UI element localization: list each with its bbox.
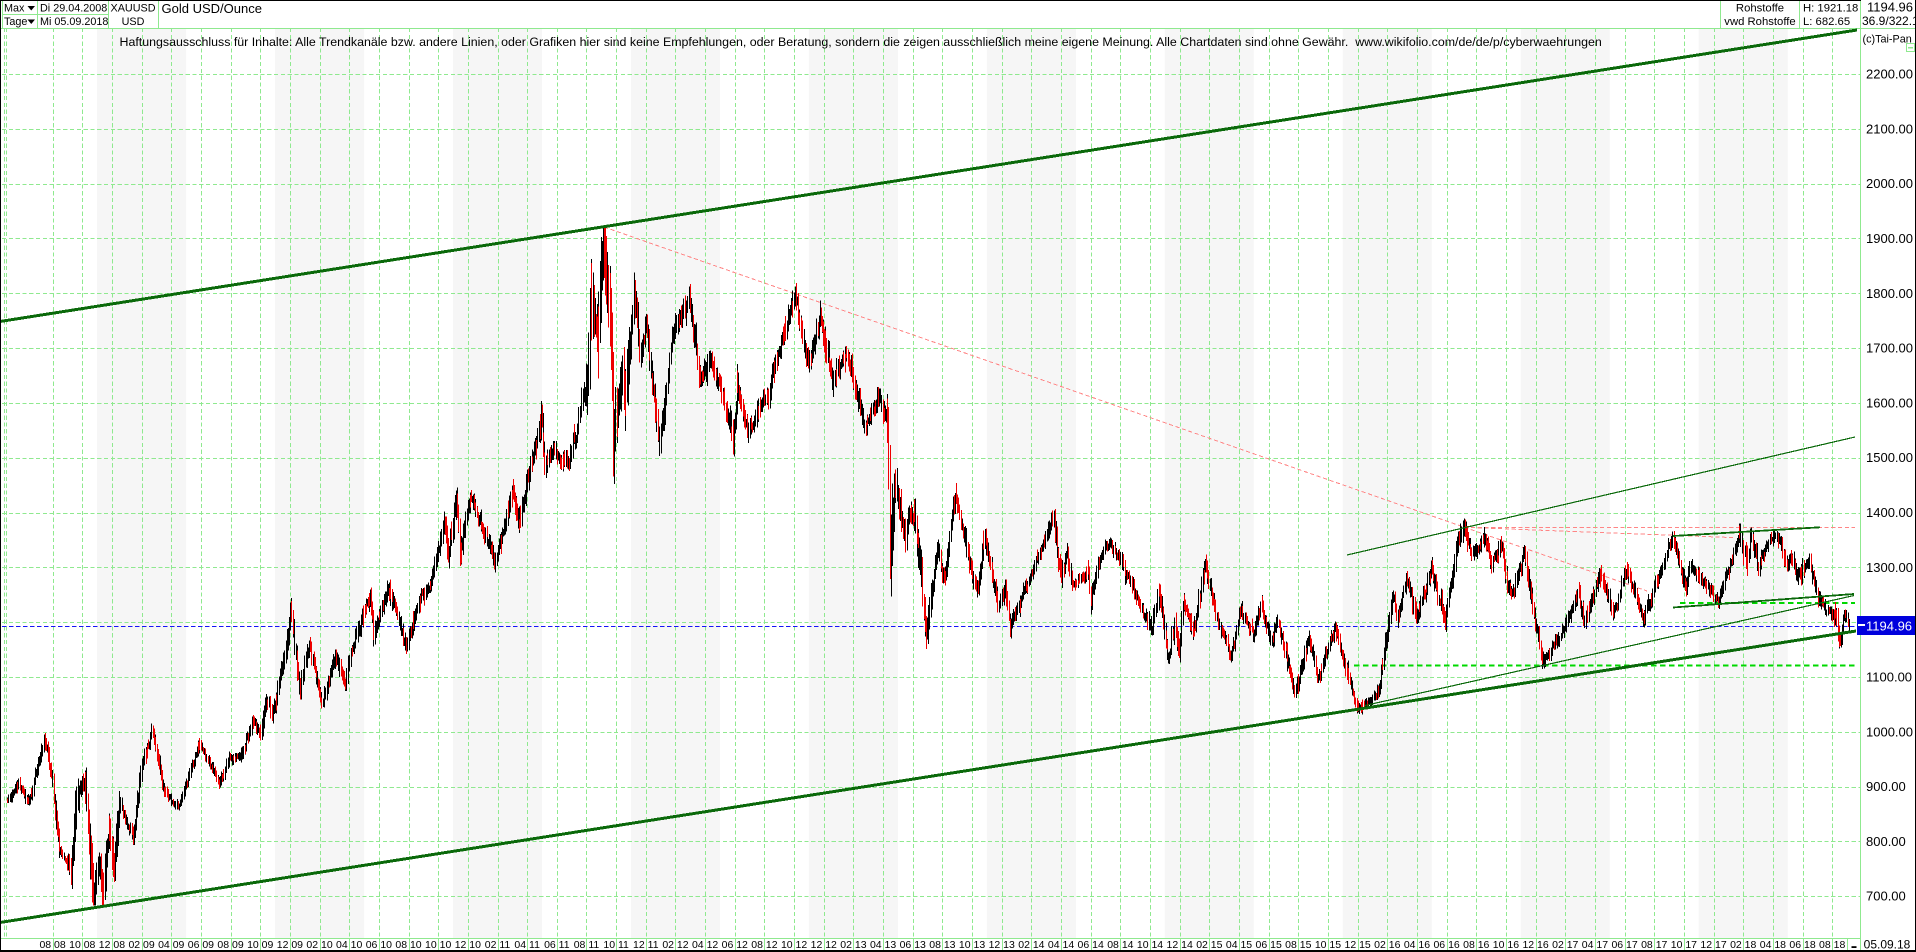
svg-text:12 13: 12 13 — [989, 939, 1015, 951]
svg-text:USD: USD — [122, 16, 145, 28]
svg-text:08 18: 08 18 — [1819, 939, 1845, 951]
svg-text:L: 682.65: L: 682.65 — [1803, 16, 1850, 28]
svg-text:12 08: 12 08 — [99, 939, 125, 951]
svg-text:1900.00: 1900.00 — [1866, 231, 1913, 246]
svg-text:04 17: 04 17 — [1582, 939, 1608, 951]
svg-text:08 08: 08 08 — [39, 939, 65, 951]
svg-text:10 11: 10 11 — [603, 939, 629, 951]
svg-text:10 17: 10 17 — [1671, 939, 1697, 951]
svg-text:04 10: 04 10 — [336, 939, 362, 951]
svg-text:06 17: 06 17 — [1611, 939, 1637, 951]
svg-text:2200.00: 2200.00 — [1866, 67, 1913, 82]
svg-text:10 08: 10 08 — [69, 939, 95, 951]
svg-text:12 17: 12 17 — [1700, 939, 1726, 951]
svg-text:08 14: 08 14 — [1107, 939, 1133, 951]
svg-text:12 14: 12 14 — [1167, 939, 1193, 951]
svg-text:Mi 05.09.2018: Mi 05.09.2018 — [40, 16, 108, 28]
svg-text:vwd Rohstoffe: vwd Rohstoffe — [1724, 16, 1795, 28]
svg-text:12 15: 12 15 — [1344, 939, 1370, 951]
svg-text:06 10: 06 10 — [366, 939, 392, 951]
svg-text:08 10: 08 10 — [395, 939, 421, 951]
svg-text:1600.00: 1600.00 — [1866, 395, 1913, 410]
svg-text:1000.00: 1000.00 — [1866, 724, 1913, 739]
svg-text:10 12: 10 12 — [781, 939, 807, 951]
svg-text:Gold USD/Ounce: Gold USD/Ounce — [162, 1, 262, 16]
svg-text:10 14: 10 14 — [1137, 939, 1163, 951]
svg-text:Tage: Tage — [4, 16, 27, 28]
svg-text:(c)Tai-Pan: (c)Tai-Pan — [1863, 34, 1912, 46]
svg-text:04 16: 04 16 — [1404, 939, 1430, 951]
svg-text:1194.96: 1194.96 — [1866, 619, 1912, 634]
svg-text:1700.00: 1700.00 — [1866, 341, 1913, 356]
svg-text:12 16: 12 16 — [1522, 939, 1548, 951]
svg-text:Di 29.04.2008: Di 29.04.2008 — [40, 3, 107, 15]
svg-text:08 17: 08 17 — [1641, 939, 1667, 951]
svg-text:900.00: 900.00 — [1866, 779, 1906, 794]
svg-text:06 15: 06 15 — [1256, 939, 1282, 951]
svg-text:02 17: 02 17 — [1552, 939, 1578, 951]
svg-text:2000.00: 2000.00 — [1866, 176, 1913, 191]
svg-text:H: 1921.18: H: 1921.18 — [1803, 3, 1858, 15]
svg-text:08 15: 08 15 — [1285, 939, 1311, 951]
svg-text:1500.00: 1500.00 — [1866, 450, 1913, 465]
svg-text:04 15: 04 15 — [1226, 939, 1252, 951]
svg-text:Haftungsausschluss für Inhalte: Haftungsausschluss für Inhalte: Alle Tre… — [120, 35, 1602, 49]
svg-text:12 11: 12 11 — [633, 939, 659, 951]
svg-text:06 18: 06 18 — [1789, 939, 1815, 951]
svg-text:800.00: 800.00 — [1866, 834, 1906, 849]
svg-text:04 14: 04 14 — [1048, 939, 1074, 951]
svg-text:02 14: 02 14 — [1018, 939, 1044, 951]
svg-text:08 11: 08 11 — [574, 939, 600, 951]
svg-text:08 09: 08 09 — [217, 939, 243, 951]
svg-text:2100.00: 2100.00 — [1866, 121, 1913, 136]
svg-text:08 12: 08 12 — [751, 939, 777, 951]
svg-text:04 18: 04 18 — [1760, 939, 1786, 951]
svg-text:10 15: 10 15 — [1315, 939, 1341, 951]
svg-text:XAUUSD: XAUUSD — [111, 3, 156, 15]
svg-text:04 11: 04 11 — [514, 939, 540, 951]
svg-text:36.9/322.18: 36.9/322.18 — [1862, 14, 1916, 28]
svg-text:10 09: 10 09 — [247, 939, 273, 951]
svg-text:02 11: 02 11 — [485, 939, 511, 951]
svg-text:700.00: 700.00 — [1866, 889, 1906, 904]
svg-text:1300.00: 1300.00 — [1866, 560, 1913, 575]
svg-text:1194.96: 1194.96 — [1867, 0, 1913, 15]
svg-text:10 10: 10 10 — [425, 939, 451, 951]
svg-text:06 09: 06 09 — [188, 939, 214, 951]
svg-text:02 18: 02 18 — [1730, 939, 1756, 951]
svg-text:04 09: 04 09 — [158, 939, 184, 951]
svg-text:02 16: 02 16 — [1374, 939, 1400, 951]
svg-text:12 10: 12 10 — [455, 939, 481, 951]
svg-text:1800.00: 1800.00 — [1866, 286, 1913, 301]
svg-text:12 09: 12 09 — [277, 939, 303, 951]
svg-text:1100.00: 1100.00 — [1866, 669, 1912, 684]
svg-text:02 13: 02 13 — [840, 939, 866, 951]
svg-text:12 12: 12 12 — [811, 939, 837, 951]
svg-text:06 12: 06 12 — [722, 939, 748, 951]
svg-text:06 14: 06 14 — [1078, 939, 1104, 951]
svg-text:06 13: 06 13 — [900, 939, 926, 951]
svg-text:08 16: 08 16 — [1463, 939, 1489, 951]
svg-text:10 16: 10 16 — [1493, 939, 1519, 951]
svg-text:08 13: 08 13 — [929, 939, 955, 951]
svg-text:Max: Max — [4, 3, 25, 15]
svg-text:1400.00: 1400.00 — [1866, 505, 1913, 520]
svg-text:06 16: 06 16 — [1433, 939, 1459, 951]
svg-text:10 13: 10 13 — [959, 939, 985, 951]
svg-text:05.09.18: 05.09.18 — [1864, 938, 1911, 952]
svg-text:06 11: 06 11 — [544, 939, 570, 951]
svg-text:Rohstoffe: Rohstoffe — [1736, 3, 1784, 15]
svg-text:04 12: 04 12 — [692, 939, 718, 951]
svg-text:02 15: 02 15 — [1196, 939, 1222, 951]
svg-text:04 13: 04 13 — [870, 939, 896, 951]
svg-text:02 10: 02 10 — [306, 939, 332, 951]
svg-text:02 12: 02 12 — [662, 939, 688, 951]
svg-text:02 09: 02 09 — [128, 939, 154, 951]
